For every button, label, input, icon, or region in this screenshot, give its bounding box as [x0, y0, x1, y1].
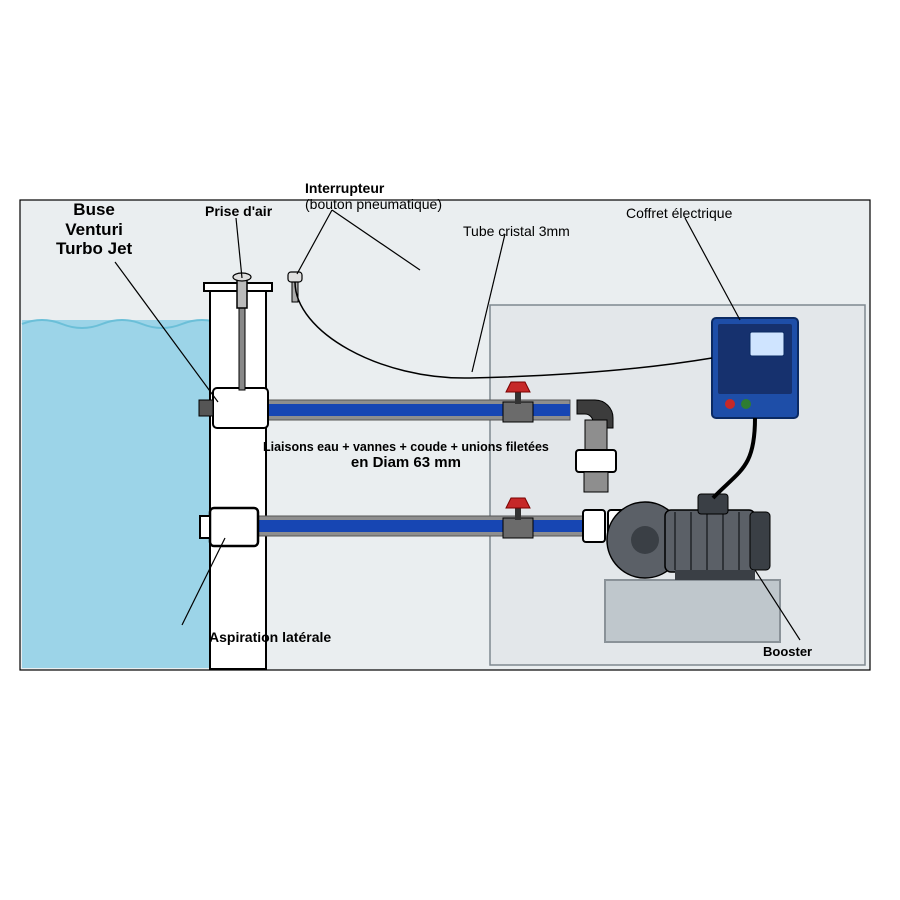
valve-bottom-body	[503, 518, 533, 538]
valve-top-body	[503, 402, 533, 422]
label-buse: Buse Venturi Turbo Jet	[56, 200, 132, 259]
union-bottom-left	[583, 510, 605, 542]
label-coffret: Coffret électrique	[626, 205, 732, 221]
air-valve	[237, 280, 247, 308]
buse-nozzle	[199, 400, 213, 416]
pump-inlet-pipe	[584, 472, 608, 492]
diagram-stage: Buse Venturi Turbo Jet Prise d'air Interru…	[0, 0, 900, 900]
pump-feet	[675, 570, 755, 580]
label-aspiration: Aspiration latérale	[209, 629, 331, 645]
pipe-bottom-inner	[255, 520, 585, 532]
pump-base	[605, 580, 780, 642]
pool-water	[22, 320, 212, 668]
pump-eye	[631, 526, 659, 554]
buse-venturi	[213, 388, 268, 428]
label-booster: Booster	[763, 643, 812, 660]
label-prise-air: Prise d'air	[205, 203, 272, 219]
pump-fan-cover	[750, 512, 770, 570]
valve-bottom-stem	[515, 508, 521, 520]
valve-top-stem	[515, 392, 521, 404]
aspiration-laterale	[210, 508, 258, 546]
coffret-screen	[750, 332, 784, 356]
elbow-down	[585, 420, 607, 450]
pool-wall	[210, 289, 266, 669]
aspiration-flange	[200, 516, 210, 538]
air-pipe	[239, 308, 245, 390]
pneumatic-button	[288, 272, 302, 282]
pump-motor	[665, 510, 755, 572]
union-top	[576, 450, 616, 472]
label-liaisons: Liaisons eau + vannes + coude + unions f…	[263, 440, 549, 472]
coffret-led	[741, 399, 751, 409]
label-tube-cristal: Tube cristal 3mm	[463, 223, 570, 239]
coffret-led	[725, 399, 735, 409]
label-interrupteur: Interrupteur (bouton pneumatique)	[305, 180, 442, 212]
